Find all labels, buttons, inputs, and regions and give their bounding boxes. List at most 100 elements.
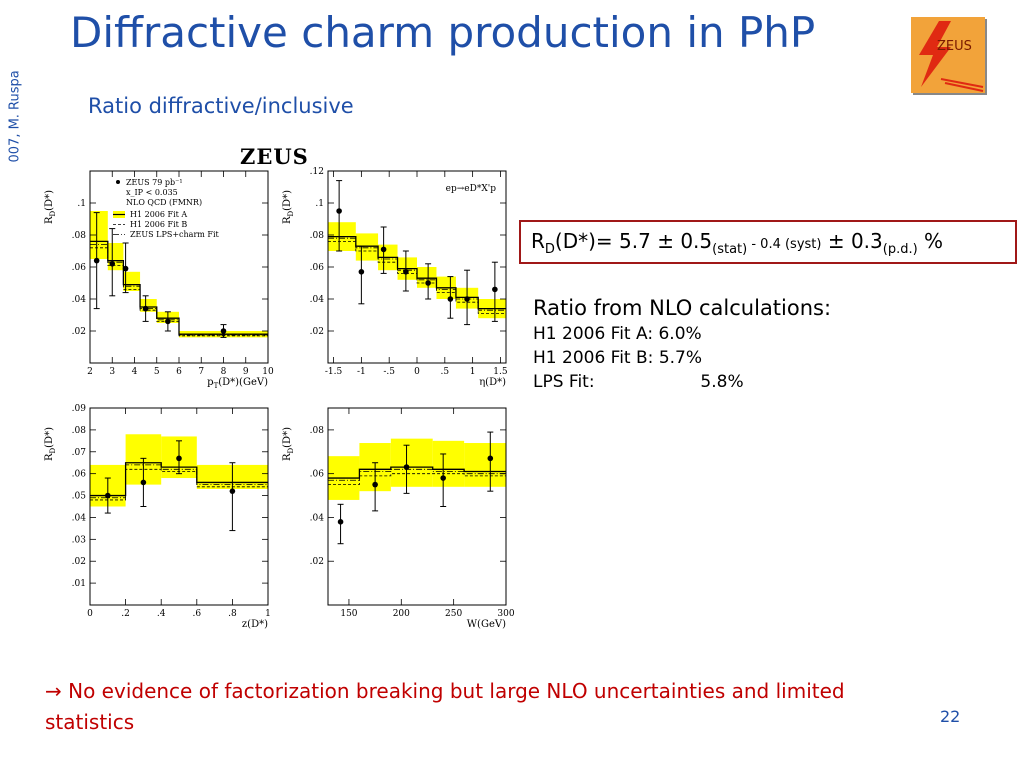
data-point [372, 481, 378, 488]
result-formula: RD(D*)= 5.7 ± 0.5(stat) - 0.4 (syst) ± 0… [531, 229, 943, 257]
data-point [440, 475, 446, 481]
x-axis-label: z(D*) [242, 619, 268, 630]
lps-fit-line [328, 468, 506, 481]
x-tick-label: -1 [357, 367, 366, 377]
nlo-ratios: Ratio from NLO calculations: H1 2006 Fit… [533, 296, 831, 394]
lightning-icon [911, 17, 985, 93]
data-point [447, 296, 454, 302]
legend-entry: x_IP < 0.035 [126, 188, 178, 197]
legend-entry: NLO QCD (FMNR) [126, 198, 202, 207]
x-tick-label: 10 [262, 367, 274, 377]
data-point [336, 208, 342, 214]
x-tick-label: 6 [176, 367, 182, 377]
y-tick-label: .04 [72, 295, 87, 305]
uncertainty-band [417, 267, 437, 288]
x-axis-label: pT(D*)(GeV) [207, 377, 268, 390]
data-point [176, 455, 182, 462]
legend-entry: H1 2006 Fit B [130, 220, 187, 229]
x-tick-label: 5 [154, 367, 160, 377]
nlo-value: 5.8% [700, 372, 744, 392]
x-tick-label: 1.5 [493, 367, 508, 377]
x-tick-label: 7 [198, 367, 204, 377]
y-tick-label: .09 [72, 404, 87, 414]
result-pd: (p.d.) [882, 242, 918, 257]
y-tick-label: .06 [72, 263, 87, 273]
y-tick-label: .04 [310, 513, 325, 523]
nlo-label: LPS Fit: [533, 372, 595, 392]
lps-fit-line [90, 464, 268, 499]
x-axis-label: W(GeV) [467, 619, 506, 630]
legend-entry: ZEUS 79 pb⁻¹ [126, 178, 183, 187]
x-tick-label: 1 [470, 367, 476, 377]
legend-entry: H1 2006 Fit A [130, 210, 187, 219]
y-tick-label: .08 [72, 426, 87, 436]
data-point [337, 519, 344, 525]
y-tick-label: .06 [310, 470, 325, 480]
x-tick-label: 0 [87, 609, 93, 619]
side-note: 007, M. Ruspa [7, 70, 23, 163]
slide-subtitle: Ratio diffractive/inclusive [88, 94, 354, 118]
y-axis-label: RD(D*) [282, 190, 295, 224]
result-value: (D*)= 5.7 ± 0.5 [554, 229, 713, 253]
chart-annotation: ep→eD*X'p [446, 184, 497, 194]
y-axis-label: RD(D*) [44, 427, 57, 461]
y-tick-label: .05 [72, 492, 87, 502]
result-unit: % [917, 229, 944, 253]
x-tick-label: .4 [157, 609, 166, 619]
y-tick-label: .04 [72, 513, 87, 523]
data-point [142, 305, 149, 312]
nlo-row: LPS Fit: 5.8% [533, 370, 831, 394]
x-tick-label: 0 [414, 367, 420, 377]
data-point [425, 280, 431, 286]
x-tick-label: 8 [221, 367, 227, 377]
result-pm: ± 0.3 [821, 229, 883, 253]
conclusion-text: No evidence of factorization breaking bu… [45, 679, 845, 734]
nlo-value: 5.7% [658, 348, 703, 368]
x-tick-label: -1.5 [325, 367, 343, 377]
x-tick-label: 2 [87, 367, 93, 377]
x-tick-label: .8 [228, 609, 237, 619]
y-tick-label: .08 [310, 426, 325, 436]
nlo-heading: Ratio from NLO calculations: [533, 296, 832, 320]
legend-marker [116, 180, 120, 184]
uncertainty-band [390, 438, 433, 487]
data-point [109, 261, 116, 267]
x-tick-label: 9 [243, 367, 249, 377]
x-axis-label: η(D*) [479, 377, 506, 388]
x-tick-label: 3 [109, 367, 115, 377]
arrow-icon: → [45, 679, 62, 703]
slide-title: Diffractive charm production in PhP [70, 8, 816, 57]
result-lhs: R [531, 229, 545, 253]
y-tick-label: .01 [72, 579, 86, 589]
plot-frame [327, 407, 507, 606]
nlo-row: H1 2006 Fit A: 6.0% [533, 322, 831, 346]
y-tick-label: .04 [310, 295, 325, 305]
y-tick-label: .03 [72, 535, 87, 545]
x-tick-label: .6 [193, 609, 202, 619]
legend-entry: ZEUS LPS+charm Fit [130, 230, 220, 239]
x-tick-label: 200 [393, 609, 410, 619]
data-point [122, 265, 129, 272]
data-point [165, 318, 171, 325]
x-tick-label: 1 [265, 609, 271, 619]
data-point [229, 488, 236, 494]
uncertainty-band [90, 211, 108, 259]
result-syst: - 0.4 (syst) [747, 237, 822, 252]
nlo-value: 6.0% [658, 324, 702, 344]
uncertainty-band [107, 243, 124, 271]
data-point [380, 246, 387, 253]
data-point [105, 492, 111, 499]
uncertainty-band [464, 443, 506, 487]
data-point [140, 479, 147, 486]
x-tick-label: 4 [132, 367, 138, 377]
x-tick-label: .5 [441, 367, 450, 377]
data-point [492, 286, 498, 293]
logo-text: ZEUS [937, 39, 972, 54]
y-tick-label: .02 [72, 327, 86, 337]
plot-frame [89, 407, 269, 606]
data-point [464, 296, 470, 302]
nlo-label: H1 2006 Fit B: [533, 348, 654, 368]
y-axis-label: RD(D*) [44, 190, 57, 224]
x-tick-label: -.5 [383, 367, 395, 377]
chart-eta: -1.5 -1 -.5 0 .5 1 1.5 .02 .04 .06 .08 .1 .12 RD(D*) η… [282, 167, 508, 388]
